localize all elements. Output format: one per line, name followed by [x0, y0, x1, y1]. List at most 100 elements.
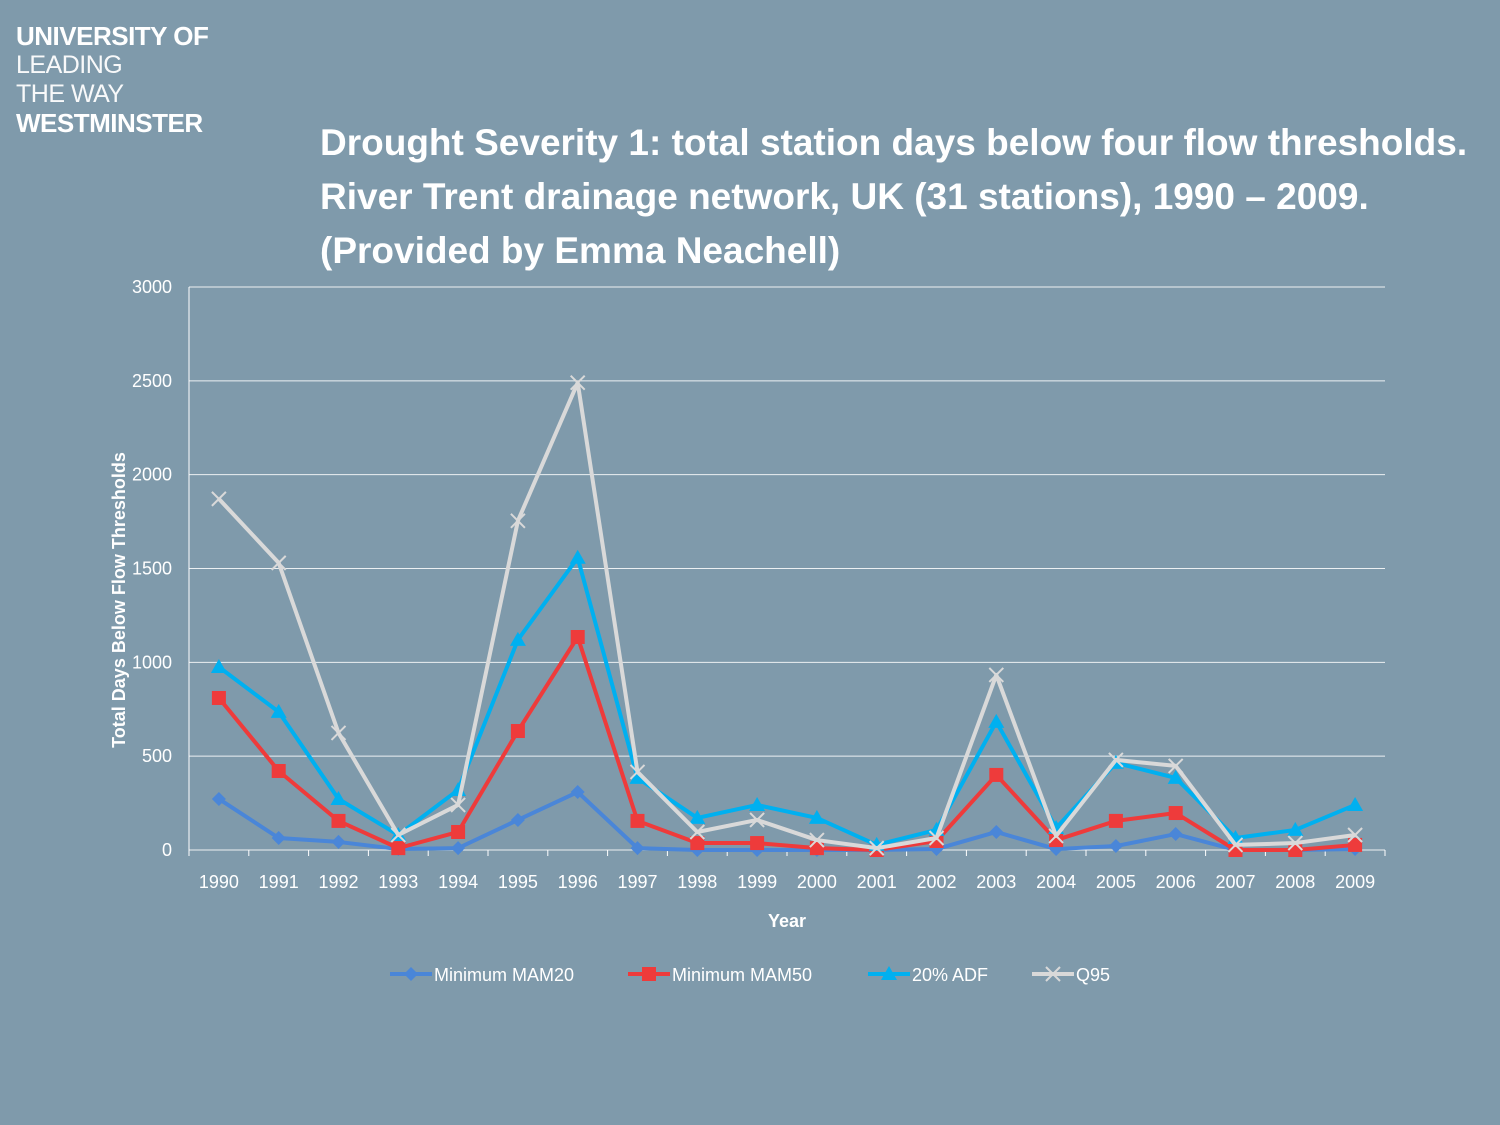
data-point-q95 — [629, 764, 646, 780]
legend-marker-minimum-mam50 — [642, 967, 656, 981]
x-tick-label: 1999 — [737, 872, 777, 892]
legend-marker-20-adf — [881, 966, 897, 980]
data-point-minimum-mam20 — [570, 785, 585, 800]
data-point-minimum-mam50 — [690, 836, 705, 851]
data-point-minimum-mam50 — [630, 813, 645, 828]
slide-title: Drought Severity 1: total station days b… — [320, 122, 1468, 271]
university-logo: UNIVERSITY OF LEADING THE WAY WESTMINSTE… — [16, 21, 209, 138]
data-point-q95 — [1167, 758, 1184, 774]
data-point-minimum-mam50 — [570, 629, 585, 644]
data-point-minimum-mam20 — [211, 791, 226, 806]
legend-label: Minimum MAM20 — [434, 965, 574, 985]
data-point-minimum-mam50 — [1108, 813, 1123, 828]
x-tick-label: 1997 — [617, 872, 657, 892]
x-tick-label: 1995 — [498, 872, 538, 892]
data-point-20-adf — [629, 769, 646, 784]
data-point-20-adf — [1347, 796, 1364, 811]
data-point-20-adf — [569, 549, 586, 564]
series-line-minimum-mam20 — [217, 790, 1356, 852]
data-point-q95 — [1227, 837, 1244, 853]
data-point-q95 — [749, 812, 765, 828]
data-point-minimum-mam20 — [630, 841, 645, 856]
data-point-20-adf — [808, 809, 825, 824]
data-point-minimum-mam50 — [331, 813, 346, 828]
series-line-minimum-mam50 — [217, 634, 1356, 852]
logo-line: LEADING — [16, 51, 123, 79]
x-tick-label: 1993 — [378, 872, 418, 892]
data-point-minimum-mam50 — [271, 763, 286, 778]
x-tick-label: 1992 — [318, 872, 358, 892]
data-point-q95 — [988, 667, 1005, 683]
data-point-20-adf — [210, 659, 227, 674]
data-point-20-adf — [1167, 769, 1184, 784]
data-point-20-adf — [749, 796, 766, 811]
y-tick-label: 2500 — [132, 371, 172, 391]
data-point-q95 — [1287, 835, 1304, 851]
legend-marker-q95 — [1045, 966, 1061, 982]
x-tick-label: 2000 — [797, 872, 837, 892]
data-point-minimum-mam50 — [1049, 833, 1064, 848]
data-point-q95 — [1108, 752, 1124, 768]
data-point-minimum-mam20 — [331, 834, 346, 849]
legend-label: 20% ADF — [912, 965, 988, 985]
x-tick-label: 2002 — [916, 872, 956, 892]
data-point-q95 — [809, 832, 825, 848]
logo-line: THE WAY — [16, 80, 124, 108]
logo-line: UNIVERSITY OF — [16, 21, 209, 51]
data-point-q95 — [868, 840, 885, 856]
y-axis-title: Total Days Below Flow Thresholds — [109, 452, 129, 748]
data-point-q95 — [1048, 828, 1064, 844]
data-point-minimum-mam20 — [1108, 839, 1123, 854]
legend-label: Minimum MAM50 — [672, 965, 812, 985]
y-tick-label: 2000 — [132, 465, 172, 485]
x-tick-label: 2003 — [976, 872, 1016, 892]
data-point-q95 — [211, 491, 227, 507]
x-tick-label: 2007 — [1215, 872, 1255, 892]
x-tick-label: 2006 — [1156, 872, 1196, 892]
data-point-minimum-mam50 — [1348, 837, 1363, 852]
data-point-q95 — [510, 513, 526, 529]
data-point-q95 — [1347, 827, 1363, 843]
data-point-minimum-mam50 — [211, 690, 226, 705]
data-point-minimum-mam50 — [451, 824, 466, 839]
data-point-q95 — [270, 555, 287, 571]
data-point-minimum-mam20 — [451, 841, 466, 856]
data-point-q95 — [330, 725, 347, 741]
data-point-minimum-mam50 — [510, 724, 525, 739]
y-tick-label: 1000 — [132, 652, 172, 672]
data-point-minimum-mam20 — [1168, 827, 1183, 842]
data-point-minimum-mam50 — [750, 836, 765, 851]
data-point-q95 — [689, 824, 706, 840]
data-point-minimum-mam20 — [271, 830, 286, 845]
series-line-20-adf — [217, 555, 1356, 847]
data-point-minimum-mam50 — [989, 767, 1004, 782]
x-tick-label: 2005 — [1096, 872, 1136, 892]
data-point-20-adf — [330, 790, 347, 805]
data-point-q95 — [569, 375, 586, 391]
legend-label: Q95 — [1076, 965, 1110, 985]
y-tick-label: 3000 — [132, 277, 172, 297]
data-point-minimum-mam50 — [809, 841, 824, 856]
data-point-20-adf — [509, 631, 526, 646]
x-tick-label: 2008 — [1275, 872, 1315, 892]
data-point-minimum-mam20 — [510, 812, 525, 827]
x-tick-label: 2001 — [857, 872, 897, 892]
legend-marker-minimum-mam20 — [404, 967, 418, 981]
x-tick-label: 1990 — [199, 872, 239, 892]
y-tick-label: 500 — [142, 746, 172, 766]
y-tick-label: 1500 — [132, 559, 172, 579]
data-point-q95 — [450, 797, 466, 813]
x-tick-label: 2009 — [1335, 872, 1375, 892]
data-point-minimum-mam50 — [1168, 806, 1183, 821]
data-point-20-adf — [270, 703, 287, 718]
data-point-minimum-mam50 — [391, 841, 406, 856]
series-line-q95 — [217, 380, 1356, 851]
data-point-q95 — [390, 827, 407, 843]
y-tick-label: 0 — [162, 840, 172, 860]
logo-line: WESTMINSTER — [16, 108, 203, 138]
data-point-q95 — [928, 830, 945, 846]
data-point-minimum-mam20 — [989, 824, 1004, 839]
data-point-20-adf — [689, 809, 706, 824]
x-axis-title: Year — [768, 911, 806, 931]
